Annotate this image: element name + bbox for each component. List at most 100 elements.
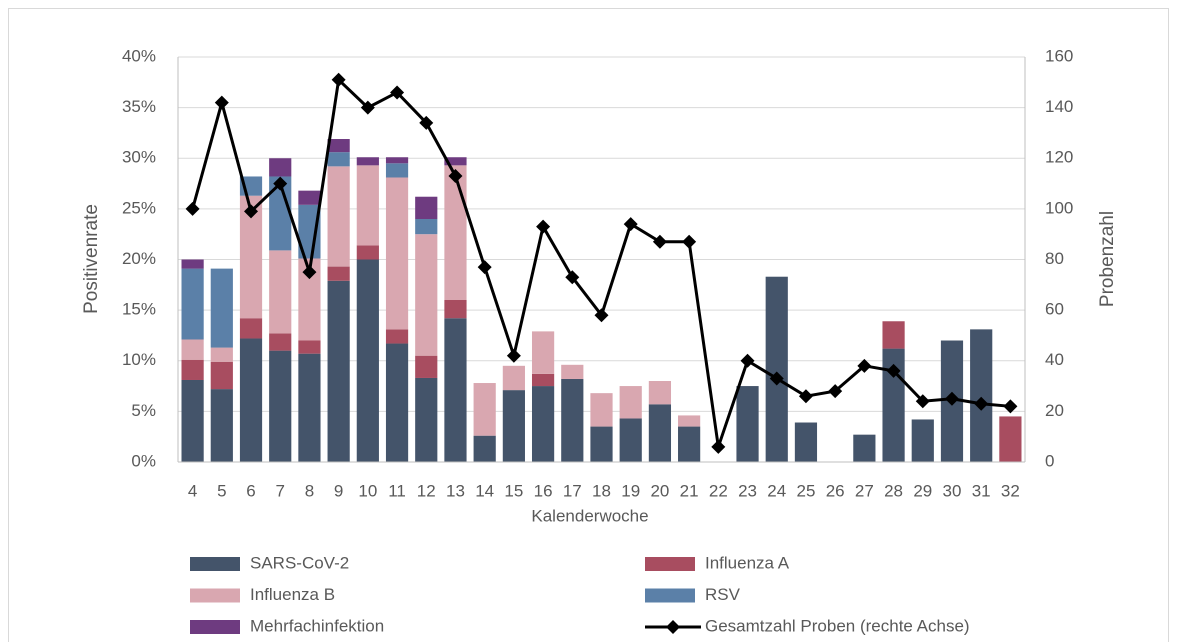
bar-segment: [269, 350, 292, 462]
x-tick-label: 6: [246, 481, 255, 500]
bar-segment: [298, 190, 321, 205]
y-tick-label: 0%: [131, 451, 156, 470]
bar-segment: [210, 389, 233, 462]
bar-segment: [210, 347, 233, 362]
bar-segment: [327, 166, 350, 267]
line-marker: [682, 234, 697, 249]
bar-segment: [356, 245, 379, 260]
line-marker: [390, 85, 405, 100]
bar-segment: [385, 157, 409, 164]
bar-segment: [619, 386, 642, 419]
x-tick-label: 11: [388, 481, 406, 500]
line-marker: [565, 270, 580, 285]
bar-segment: [415, 234, 438, 356]
line-marker: [652, 234, 667, 249]
bar-segment: [181, 259, 204, 269]
y2-tick-label: 160: [1045, 46, 1073, 65]
bar-segment: [181, 339, 204, 360]
y-tick-label: 25%: [122, 198, 156, 217]
line-marker: [244, 204, 259, 219]
bar-segment: [269, 176, 292, 251]
legend-swatch: [190, 588, 240, 603]
x-axis-label: Kalenderwoche: [531, 506, 648, 525]
bar-segment: [678, 426, 701, 462]
legend-label: Influenza B: [250, 585, 335, 604]
bar-segment: [531, 386, 555, 462]
y2-tick-label: 100: [1045, 198, 1073, 217]
line-marker: [974, 396, 989, 411]
bar-segment: [239, 338, 263, 462]
bar-segment: [561, 378, 584, 462]
bar-segment: [327, 266, 350, 281]
x-tick-label: 25: [796, 481, 815, 500]
bar-segment: [385, 343, 409, 462]
x-tick-label: 18: [592, 481, 611, 500]
x-tick-label: 10: [358, 481, 377, 500]
bar-segment: [356, 259, 379, 462]
line-marker: [828, 384, 843, 399]
bar-segment: [853, 434, 876, 462]
bar-segment: [210, 361, 233, 390]
x-tick-label: 29: [913, 481, 932, 500]
line-marker: [740, 353, 755, 368]
legend-swatch: [645, 557, 695, 571]
bar-segment: [911, 419, 934, 462]
bar-segment: [444, 165, 467, 300]
line-marker: [711, 439, 726, 454]
y-tick-label: 35%: [122, 97, 156, 116]
bar-segment: [648, 381, 672, 405]
bar-segment: [531, 373, 555, 387]
line-marker: [944, 391, 959, 406]
x-tick-label: 12: [417, 481, 436, 500]
bar-segment: [181, 379, 204, 462]
line-marker: [477, 260, 492, 275]
bar-segment: [385, 329, 409, 344]
y2-axis-label: Probenzahl: [1097, 211, 1118, 307]
line-marker: [623, 217, 638, 232]
y2-tick-label: 0: [1045, 451, 1054, 470]
line-marker: [798, 389, 813, 404]
x-tick-label: 7: [275, 481, 284, 500]
x-tick-label: 30: [943, 481, 962, 500]
bar-segment: [590, 393, 613, 427]
y2-tick-label: 40: [1045, 350, 1064, 369]
x-tick-label: 16: [534, 481, 553, 500]
line-marker: [273, 176, 288, 191]
bar-segment: [678, 415, 701, 427]
bar-segment: [415, 196, 438, 219]
bar-segment: [298, 340, 321, 354]
bar-segment: [502, 365, 525, 391]
x-tick-label: 28: [884, 481, 903, 500]
line-marker: [331, 72, 346, 87]
x-tick-label: 15: [504, 481, 523, 500]
y2-tick-label: 140: [1045, 97, 1073, 116]
bar-segment: [444, 300, 467, 319]
bar-segment: [385, 163, 409, 178]
bar-segment: [648, 404, 672, 462]
bar-segment: [356, 165, 379, 246]
bar-segment: [882, 321, 905, 349]
x-tick-label: 26: [826, 481, 845, 500]
line-marker: [185, 201, 200, 216]
legend-label: Mehrfachinfektion: [250, 616, 384, 635]
legend-label: SARS-CoV-2: [250, 553, 349, 572]
bar-segment: [327, 280, 350, 462]
bar-segment: [239, 195, 263, 319]
bar-segment: [736, 386, 759, 462]
bar-segment: [531, 331, 555, 374]
bar-segment: [181, 268, 204, 340]
bar-segment: [298, 258, 321, 341]
x-tick-label: 22: [709, 481, 728, 500]
line-marker: [886, 363, 901, 378]
bar-segment: [415, 377, 438, 462]
x-tick-label: 17: [563, 481, 582, 500]
bar-segment: [765, 276, 788, 462]
x-tick-label: 13: [446, 481, 465, 500]
line-marker: [302, 265, 317, 280]
y-tick-label: 40%: [122, 46, 156, 65]
bar-segment: [385, 177, 409, 330]
bar-segment: [473, 383, 496, 436]
legend-swatch: [190, 557, 240, 571]
x-tick-label: 31: [972, 481, 991, 500]
